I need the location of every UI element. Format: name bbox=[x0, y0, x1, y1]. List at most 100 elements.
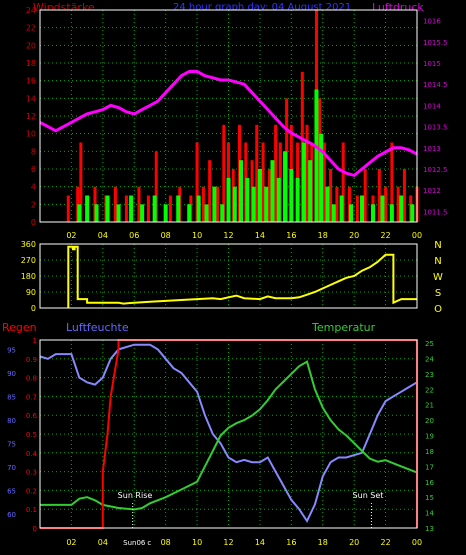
wind-bar bbox=[176, 195, 181, 222]
rain-tick-label: 0.7 bbox=[26, 393, 37, 401]
y-right-tick-label: 1014 bbox=[423, 102, 441, 110]
y-left-tick-label: 90 bbox=[26, 288, 36, 297]
wind-bar bbox=[251, 186, 256, 222]
gust-bar bbox=[274, 124, 278, 222]
x-tick-label: 02 bbox=[66, 538, 76, 547]
wind-bar bbox=[331, 204, 336, 222]
wind-bar bbox=[389, 204, 394, 222]
y-left-tick-label: 20 bbox=[26, 41, 36, 50]
gust-bar bbox=[363, 169, 367, 222]
wind-bar bbox=[212, 186, 217, 222]
wind-bar bbox=[380, 195, 385, 222]
wind-bar bbox=[77, 204, 82, 222]
wind-bar bbox=[129, 195, 134, 222]
gust-bar bbox=[124, 195, 128, 222]
x-tick-label: 08 bbox=[161, 538, 171, 547]
wind-bar bbox=[257, 169, 262, 222]
gust-bar bbox=[261, 142, 265, 222]
wind-bar bbox=[325, 186, 330, 222]
y-right-tick-label: 1015 bbox=[423, 60, 441, 68]
wind-bar bbox=[226, 177, 231, 222]
rain-tick-label: 0.6 bbox=[26, 412, 38, 420]
y-left-tick-label: 0 bbox=[31, 218, 36, 227]
pressure-line bbox=[39, 70, 418, 178]
y-right-tick-label: 1012 bbox=[423, 187, 441, 195]
y-right-tick-label: 1011.5 bbox=[423, 208, 448, 216]
y-right-tick-label: 1015.5 bbox=[423, 39, 448, 47]
gust-bar bbox=[305, 124, 309, 222]
rain-tick-label: 0.1 bbox=[26, 506, 37, 514]
humidity-tick-label: 80 bbox=[7, 417, 16, 425]
x-tick-label: 14 bbox=[255, 231, 265, 240]
gust-bar bbox=[208, 160, 212, 222]
wind-bar bbox=[399, 195, 404, 222]
humidity-tick-label: 85 bbox=[7, 393, 16, 401]
wind-bar bbox=[308, 160, 313, 222]
wind-bar bbox=[116, 204, 121, 222]
rain-tick-label: 0.4 bbox=[26, 450, 38, 458]
temperature-tick-label: 17 bbox=[425, 463, 434, 471]
gust-bar bbox=[168, 195, 172, 222]
rain-tick-label: 0.2 bbox=[26, 487, 37, 495]
gust-bar bbox=[113, 186, 117, 222]
temperature-axis-title: Temperatur bbox=[311, 321, 376, 334]
x-tick-label: 22 bbox=[380, 231, 390, 240]
x-tick-label: 18 bbox=[318, 538, 328, 547]
x-tick-label: 22 bbox=[380, 538, 390, 547]
gust-bar bbox=[195, 142, 199, 222]
wind-bar bbox=[163, 204, 168, 222]
temperature-tick-label: 24 bbox=[425, 355, 434, 363]
temperature-tick-label: 21 bbox=[425, 402, 434, 410]
wind-pressure-panel: 0246810121416182022241011.510121012.5101… bbox=[26, 6, 448, 240]
wind-bar bbox=[270, 160, 275, 222]
y-left-tick-label: 360 bbox=[21, 240, 36, 249]
gust-bar bbox=[66, 195, 70, 222]
direction-letter: S bbox=[435, 288, 441, 299]
wind-bar bbox=[319, 133, 324, 222]
y-left-tick-label: 180 bbox=[21, 272, 36, 281]
wind-bar bbox=[283, 151, 288, 222]
panel-frame bbox=[39, 9, 418, 223]
direction-letter: O bbox=[434, 304, 442, 315]
y-right-tick-label: 1016 bbox=[423, 18, 441, 26]
y-left-tick-label: 6 bbox=[31, 165, 36, 174]
temperature-tick-label: 13 bbox=[425, 525, 434, 533]
x-tick-label: 18 bbox=[318, 231, 328, 240]
temperature-line bbox=[40, 360, 418, 511]
wind-bar bbox=[204, 204, 209, 222]
temperature-tick-label: 14 bbox=[425, 510, 434, 518]
direction-letter: N bbox=[434, 240, 441, 251]
gust-bar bbox=[255, 124, 259, 222]
wind-bar bbox=[410, 204, 415, 222]
wind-bar bbox=[232, 186, 237, 222]
rain-tick-label: 0.3 bbox=[26, 469, 37, 477]
wind-bar bbox=[140, 204, 145, 222]
temperature-tick-label: 20 bbox=[425, 417, 434, 425]
y-left-tick-label: 4 bbox=[31, 183, 36, 192]
wind-bar bbox=[360, 195, 365, 222]
y-right-tick-label: 1013 bbox=[423, 145, 441, 153]
gust-bar bbox=[216, 186, 220, 222]
x-tick-label: 00 bbox=[412, 231, 422, 240]
x-tick-label: 12 bbox=[223, 538, 233, 547]
y-left-tick-label: 24 bbox=[26, 6, 36, 15]
wind-bar bbox=[264, 186, 269, 222]
wind-bar bbox=[301, 142, 306, 222]
wind-direction-panel: 0 90 180 270 360 bbox=[21, 240, 418, 313]
gust-bar bbox=[335, 186, 339, 222]
wind-bar bbox=[295, 177, 300, 222]
gust-bar bbox=[322, 142, 326, 222]
gust-bar bbox=[201, 186, 205, 222]
wind-bar bbox=[349, 204, 354, 222]
gust-bar bbox=[355, 195, 359, 222]
gust-bar bbox=[267, 169, 271, 222]
direction-letter: N bbox=[434, 256, 441, 267]
x-tick-label-special-suffix: c bbox=[147, 539, 151, 547]
x-tick-label: 06 bbox=[129, 231, 139, 240]
y-left-tick-label: 0 bbox=[31, 304, 36, 313]
humidity-line bbox=[39, 343, 418, 524]
x-tick-label-special: Sun06 bbox=[123, 539, 146, 547]
x-tick-label: 16 bbox=[286, 231, 296, 240]
x-tick-label: 14 bbox=[255, 538, 265, 547]
